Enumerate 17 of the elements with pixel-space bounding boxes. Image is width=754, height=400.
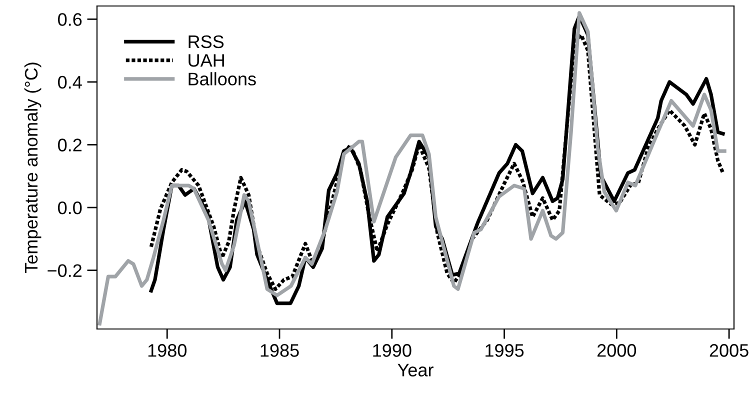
x-tick-label: 1985 [260,344,299,357]
x-axis-title: Year [398,364,434,376]
y-tick-label: 0.4 [58,76,82,89]
y-tick-label: 0.0 [58,201,82,214]
line-series [98,11,726,326]
x-tick-label: 1995 [486,344,524,357]
x-tick-label: 2005 [710,344,748,357]
legend-label: RSS [188,35,224,48]
y-axis-title: Temperature anomaly (°C) [24,62,42,274]
x-tick-label: 1990 [373,344,412,357]
y-tick-label: 0.2 [58,138,82,152]
y-tick-label: 0.6 [58,13,82,26]
legend-label: Balloons [188,72,256,86]
x-tick-label: 1980 [148,344,187,357]
legend-label: UAH [188,54,224,67]
y-tick-label: −0.2 [48,264,82,278]
x-tick-label: 2000 [597,344,636,357]
